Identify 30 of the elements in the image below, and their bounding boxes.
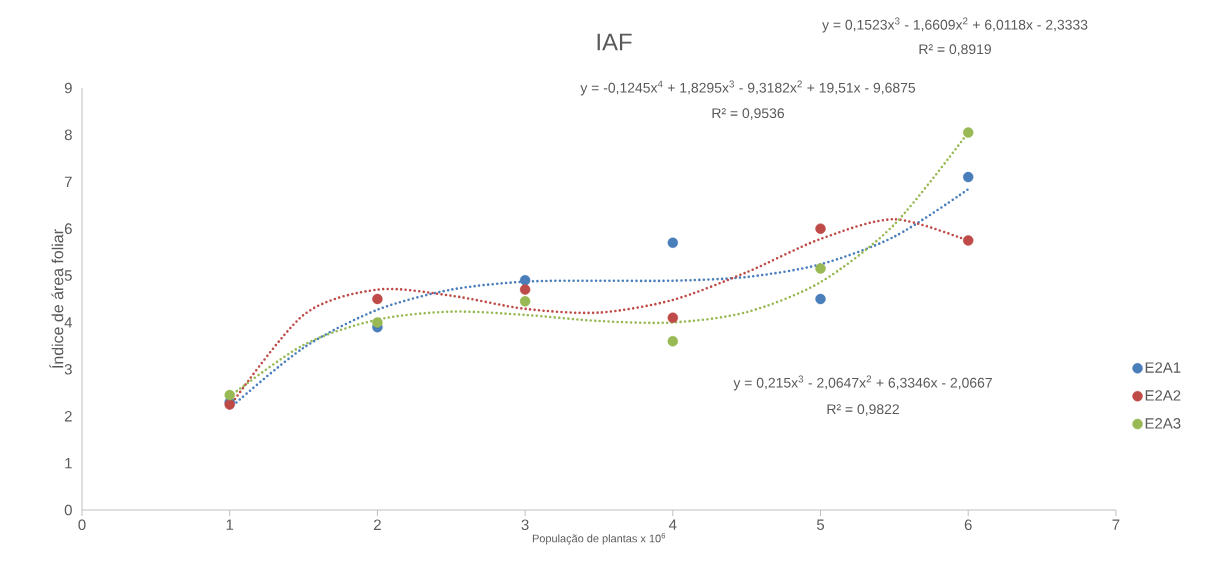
annotation: y = -0,1245x$^{4}$ + 1,8295x$^{3}$ - 9,3182x$^{2}$ + 19,51x - 9,6875 [580, 80, 916, 96]
y-axis-title: Índice de área foliar [49, 229, 64, 368]
y-tick-label: 9 [64, 82, 72, 94]
x-tick-label: 1 [226, 519, 234, 530]
x-tick-label: 6 [964, 519, 972, 531]
x-tick-label: 2 [374, 519, 381, 530]
y-tick-label: 4 [64, 317, 73, 328]
y-tick-label: 1 [65, 457, 72, 469]
y-tick-label: 5 [64, 270, 72, 281]
y-tick-label: 8 [64, 129, 72, 141]
y-tick-label: 2 [64, 411, 72, 422]
chart-title: IAF [597, 33, 632, 51]
text: R² = 0,8919 [919, 44, 991, 56]
annotation: y = 0,215x$^{3}$ - 2,0647x$^{2}$ + 6,3346x - 2,0667 [733, 375, 992, 391]
x-tick-label: 3 [521, 519, 529, 531]
x-tick-label: 4 [669, 519, 677, 530]
legend-label: E2A1 [1145, 362, 1181, 373]
legend-label: E2A3 [1145, 418, 1181, 429]
y-tick-label: 6 [64, 223, 72, 234]
text: y = 0,1523x$^{3}$ - 1,6609x$^{2}$ + 6,0118x - 2,3333 [822, 17, 1088, 33]
annotation: R² = 0,9536 [712, 108, 785, 120]
legend-label: E2A2 [1145, 390, 1181, 401]
x-axis-title: População de plantas x 10$^{6}$ [532, 532, 666, 545]
y-tick-label: 7 [64, 176, 72, 187]
y-tick-label: 0 [64, 504, 72, 516]
x-tick-label: 7 [1112, 519, 1120, 530]
x-tick-label: 5 [816, 519, 825, 530]
x-tick-label: 0 [78, 519, 86, 531]
y-tick-label: 3 [64, 364, 72, 375]
annotation: R² = 0,9822 [827, 404, 899, 416]
